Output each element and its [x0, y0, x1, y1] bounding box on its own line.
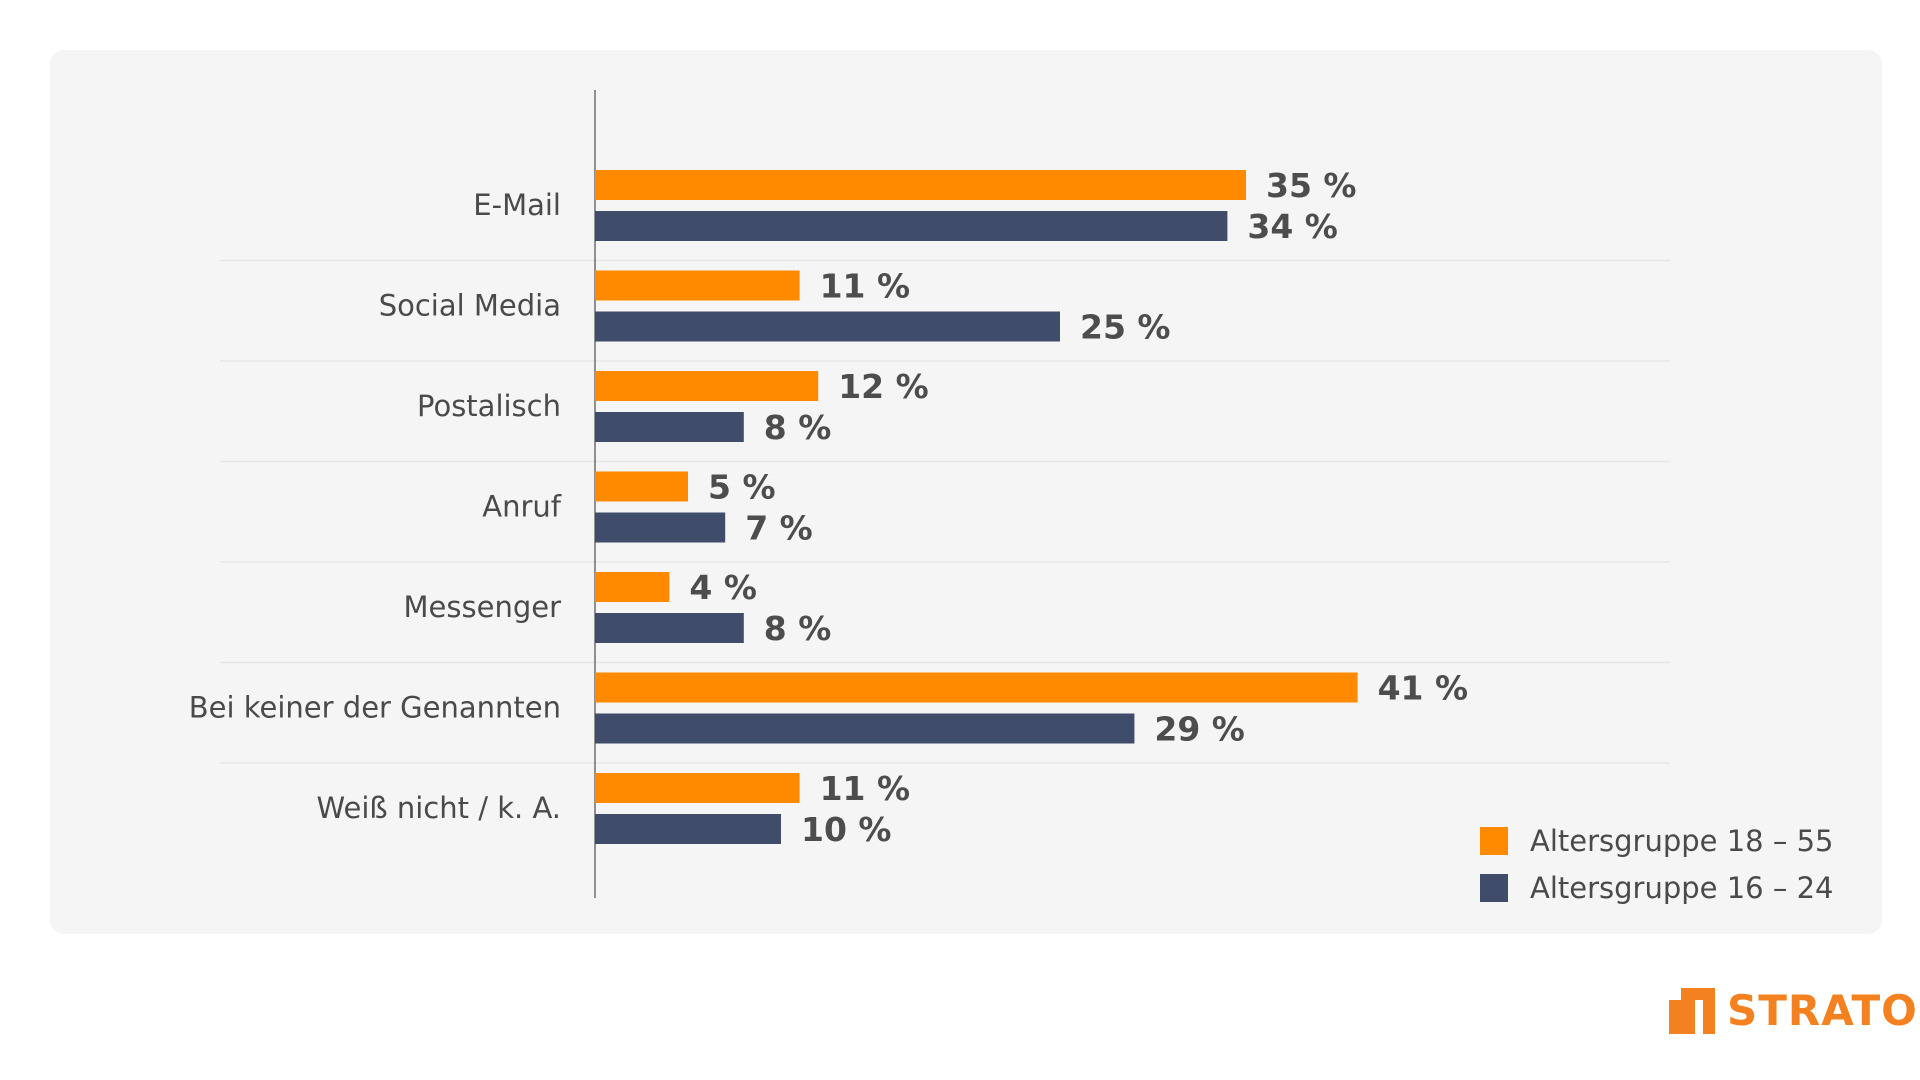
- bar-chart: E-Mail 35 %34 % Social Media 11 % 25 % Postal…: [189, 90, 1833, 905]
- legend-label: Altersgruppe 16 – 24: [1530, 871, 1833, 905]
- data-label: 4 %: [689, 568, 757, 607]
- category-label: Anruf: [482, 490, 562, 524]
- bar: [595, 572, 670, 602]
- category-label: Social Media: [379, 289, 561, 323]
- data-label: 7 %: [745, 509, 813, 548]
- bar: [595, 170, 1246, 200]
- data-label: 12 %: [838, 367, 928, 406]
- data-label: 11 %: [820, 267, 910, 306]
- bar: [595, 471, 688, 502]
- category-label: Postalisch: [417, 389, 561, 423]
- legend-label: Altersgruppe 18 – 55: [1530, 824, 1833, 858]
- strato-logo-text: STRATO: [1727, 986, 1918, 1035]
- data-label: 29 %: [1154, 710, 1244, 749]
- data-label: 35 %: [1266, 166, 1356, 205]
- data-label: 8 %: [764, 408, 832, 447]
- data-label: 8 %: [764, 609, 832, 648]
- data-label: 11 %: [820, 769, 910, 808]
- data-label: 25 %: [1080, 308, 1170, 347]
- data-label: 41 %: [1378, 669, 1468, 708]
- legend-swatch: [1480, 827, 1508, 855]
- category-label: E-Mail: [473, 188, 561, 222]
- strato-logo: STRATO: [1669, 988, 1918, 1034]
- data-label: 34 %: [1247, 207, 1337, 246]
- bar: [595, 211, 1228, 241]
- category-label: Bei keiner der Genannten: [189, 691, 561, 725]
- data-label: 5 %: [708, 468, 776, 507]
- bar: [595, 412, 744, 442]
- data-label: 10 %: [801, 810, 891, 849]
- bar: [595, 371, 819, 401]
- category-label: Messenger: [404, 590, 562, 624]
- bar: [595, 270, 800, 301]
- strato-logo-icon: [1669, 988, 1715, 1034]
- chart-panel: E-Mail 35 % 34 % Social Media 11 % 25 % Postal…: [50, 50, 1882, 934]
- bar: [595, 814, 781, 844]
- bar: [595, 713, 1135, 744]
- bar: [595, 613, 744, 643]
- legend-swatch: [1480, 874, 1508, 902]
- bar: [595, 773, 800, 803]
- bar: [595, 512, 726, 543]
- category-label: Weiß nicht / k. A.: [317, 791, 561, 825]
- bar: [595, 311, 1060, 342]
- bar: [595, 672, 1358, 703]
